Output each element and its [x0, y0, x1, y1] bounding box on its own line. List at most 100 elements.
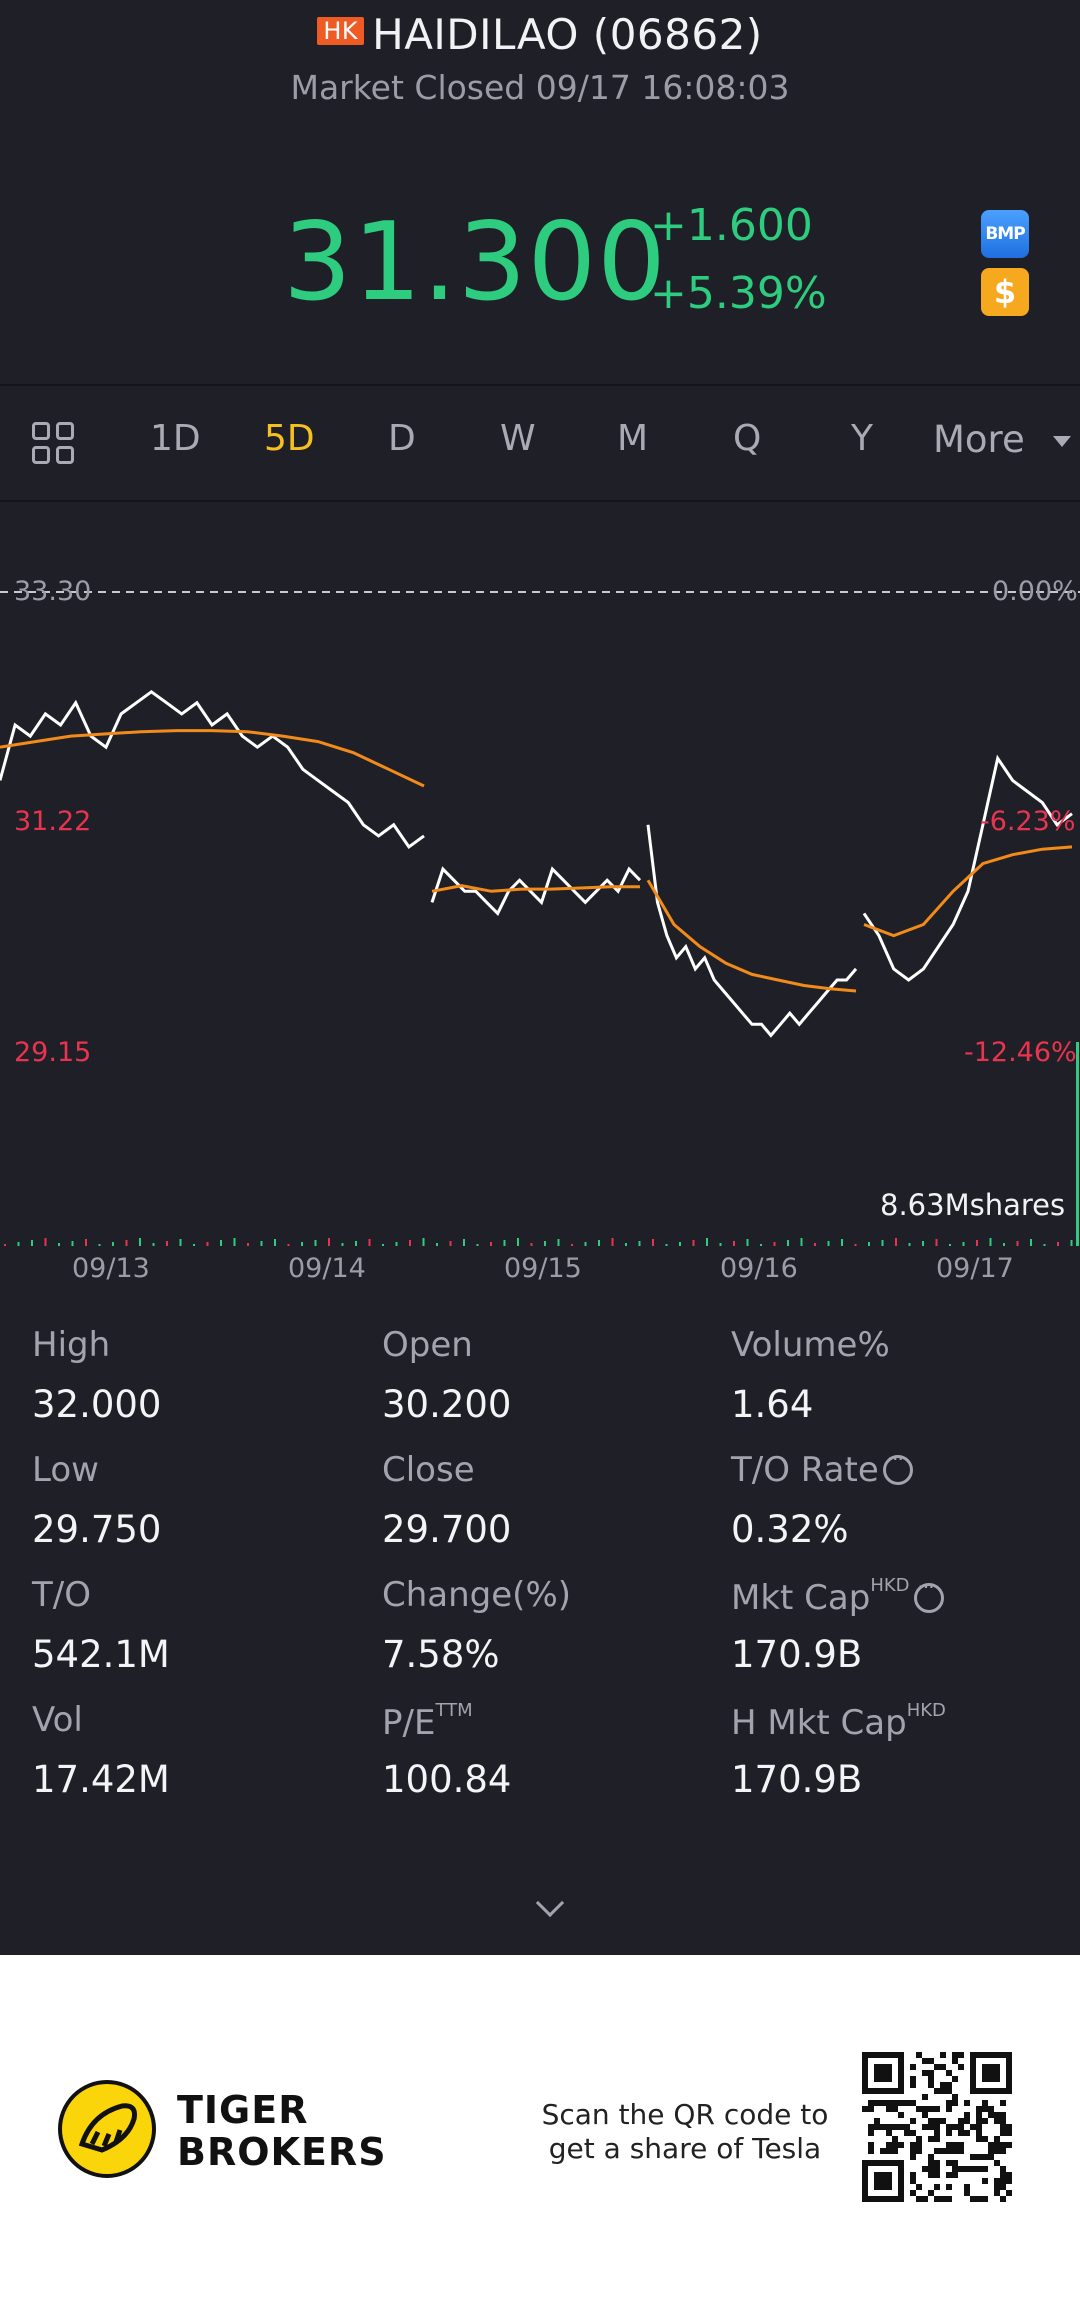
avg-price-line — [0, 729, 425, 788]
volume-bar — [598, 1240, 600, 1246]
volume-bar — [31, 1240, 33, 1246]
price-line — [0, 689, 425, 850]
stat-label-pe-text: P/E — [382, 1703, 436, 1743]
volume-bar — [490, 1242, 492, 1246]
price-line — [430, 866, 642, 916]
volume-bar — [125, 1240, 128, 1246]
volume-bar — [98, 1244, 101, 1246]
volume-bar — [139, 1238, 141, 1246]
stat-label-low: Low — [32, 1450, 99, 1490]
volume-bar — [611, 1238, 614, 1246]
tab-y[interactable]: Y — [851, 418, 873, 459]
x-date-label: 09/15 — [504, 1253, 582, 1284]
volume-bar — [638, 1241, 641, 1246]
volume-bar — [571, 1244, 573, 1246]
volume-bar — [233, 1238, 236, 1246]
y-pct-low: -12.46% — [964, 1037, 1077, 1068]
y-pct-mid: -6.23% — [980, 806, 1076, 837]
stat-value-high: 32.000 — [32, 1383, 162, 1426]
volume-bar — [287, 1244, 290, 1246]
stat-label-high: High — [32, 1325, 111, 1365]
volume-bar — [949, 1244, 951, 1246]
stat-label-to-rate: T/O Rate — [731, 1447, 913, 1490]
price-line — [646, 824, 858, 1038]
avg-price-line — [863, 845, 1073, 938]
volume-bar — [1070, 1240, 1073, 1246]
divider — [0, 500, 1080, 502]
stat-label-turnover: T/O — [32, 1575, 91, 1615]
volume-bar — [355, 1241, 357, 1246]
volume-bar — [220, 1240, 222, 1246]
volume-bar — [503, 1240, 506, 1246]
volume-bar — [85, 1239, 87, 1246]
tab-1d[interactable]: 1D — [150, 418, 201, 459]
tab-5d[interactable]: 5D — [264, 418, 315, 459]
volume-bar — [773, 1242, 776, 1246]
volume-bar — [328, 1238, 330, 1246]
volume-bar — [733, 1241, 735, 1246]
volume-bar — [814, 1243, 816, 1246]
y-label-low: 29.15 — [14, 1037, 92, 1068]
tab-m[interactable]: M — [617, 418, 649, 459]
divider — [0, 384, 1080, 386]
ttm-sup: TTM — [435, 1700, 473, 1721]
volume-bar — [719, 1243, 722, 1246]
stat-value-close: 29.700 — [382, 1508, 512, 1551]
stock-title: HK HAIDILAO (06862) — [0, 10, 1080, 59]
volume-bar — [868, 1242, 870, 1246]
quote-header: HK HAIDILAO (06862) Market Closed 09/17 1… — [0, 0, 1080, 385]
stat-value-vol: 17.42M — [32, 1758, 170, 1801]
price-chart[interactable] — [0, 502, 1080, 1252]
stat-value-mkt-cap: 170.9B — [731, 1633, 863, 1676]
stat-value-change-pct: 7.58% — [382, 1633, 500, 1676]
volume-bar — [908, 1243, 911, 1246]
volume-bar — [827, 1241, 830, 1246]
brand-line1: TIGER — [177, 2088, 309, 2132]
caret-down-icon[interactable] — [1053, 436, 1071, 447]
stat-label-to-rate-text: T/O Rate — [731, 1450, 879, 1490]
tab-d[interactable]: D — [388, 418, 416, 459]
volume-bar — [517, 1238, 519, 1246]
volume-bar — [652, 1239, 654, 1246]
volume-bar — [1057, 1242, 1059, 1246]
brand-line2: BROKERS — [177, 2130, 387, 2174]
dollar-icon[interactable]: $ — [981, 268, 1029, 316]
stat-label-vol: Vol — [32, 1700, 83, 1740]
tiger-logo-icon — [58, 2080, 156, 2178]
info-icon[interactable] — [913, 1575, 944, 1613]
volume-bar — [341, 1243, 344, 1246]
volume-bar — [274, 1239, 276, 1246]
volume-bar — [152, 1243, 155, 1246]
volume-bar — [1076, 1042, 1079, 1246]
bmp-icon[interactable]: BMP — [981, 210, 1029, 258]
tab-more[interactable]: More — [933, 418, 1025, 461]
volume-bar — [368, 1239, 371, 1246]
stat-value-low: 29.750 — [32, 1508, 162, 1551]
stat-value-pe: 100.84 — [382, 1758, 512, 1801]
tab-w[interactable]: W — [500, 418, 536, 459]
volume-bar — [584, 1242, 587, 1246]
volume-bar — [530, 1243, 533, 1246]
tab-q[interactable]: Q — [733, 418, 762, 459]
grid-icon[interactable] — [32, 422, 78, 468]
volume-bar — [17, 1242, 20, 1246]
volume-bar — [557, 1239, 560, 1246]
price-change: +1.600 — [650, 200, 813, 251]
volume-bar — [841, 1239, 843, 1246]
y-label-top: 33.30 — [14, 576, 92, 607]
y-label-mid: 31.22 — [14, 806, 92, 837]
volume-bar — [746, 1239, 749, 1246]
volume-bar — [854, 1244, 857, 1246]
info-icon[interactable] — [882, 1447, 913, 1485]
volume-bar — [314, 1240, 317, 1246]
last-price: 31.300 — [283, 200, 667, 325]
stat-value-turnover: 542.1M — [32, 1633, 170, 1676]
scan-line2: get a share of Tesla — [548, 2132, 822, 2165]
volume-bar — [476, 1244, 479, 1246]
volume-bar — [4, 1244, 6, 1246]
volume-bar — [692, 1240, 695, 1246]
volume-bar — [58, 1243, 60, 1246]
price-line — [862, 754, 1073, 982]
stat-label-h-mkt-cap: H Mkt CapHKD — [731, 1700, 946, 1743]
stock-name: HAIDILAO (06862) — [372, 10, 763, 59]
